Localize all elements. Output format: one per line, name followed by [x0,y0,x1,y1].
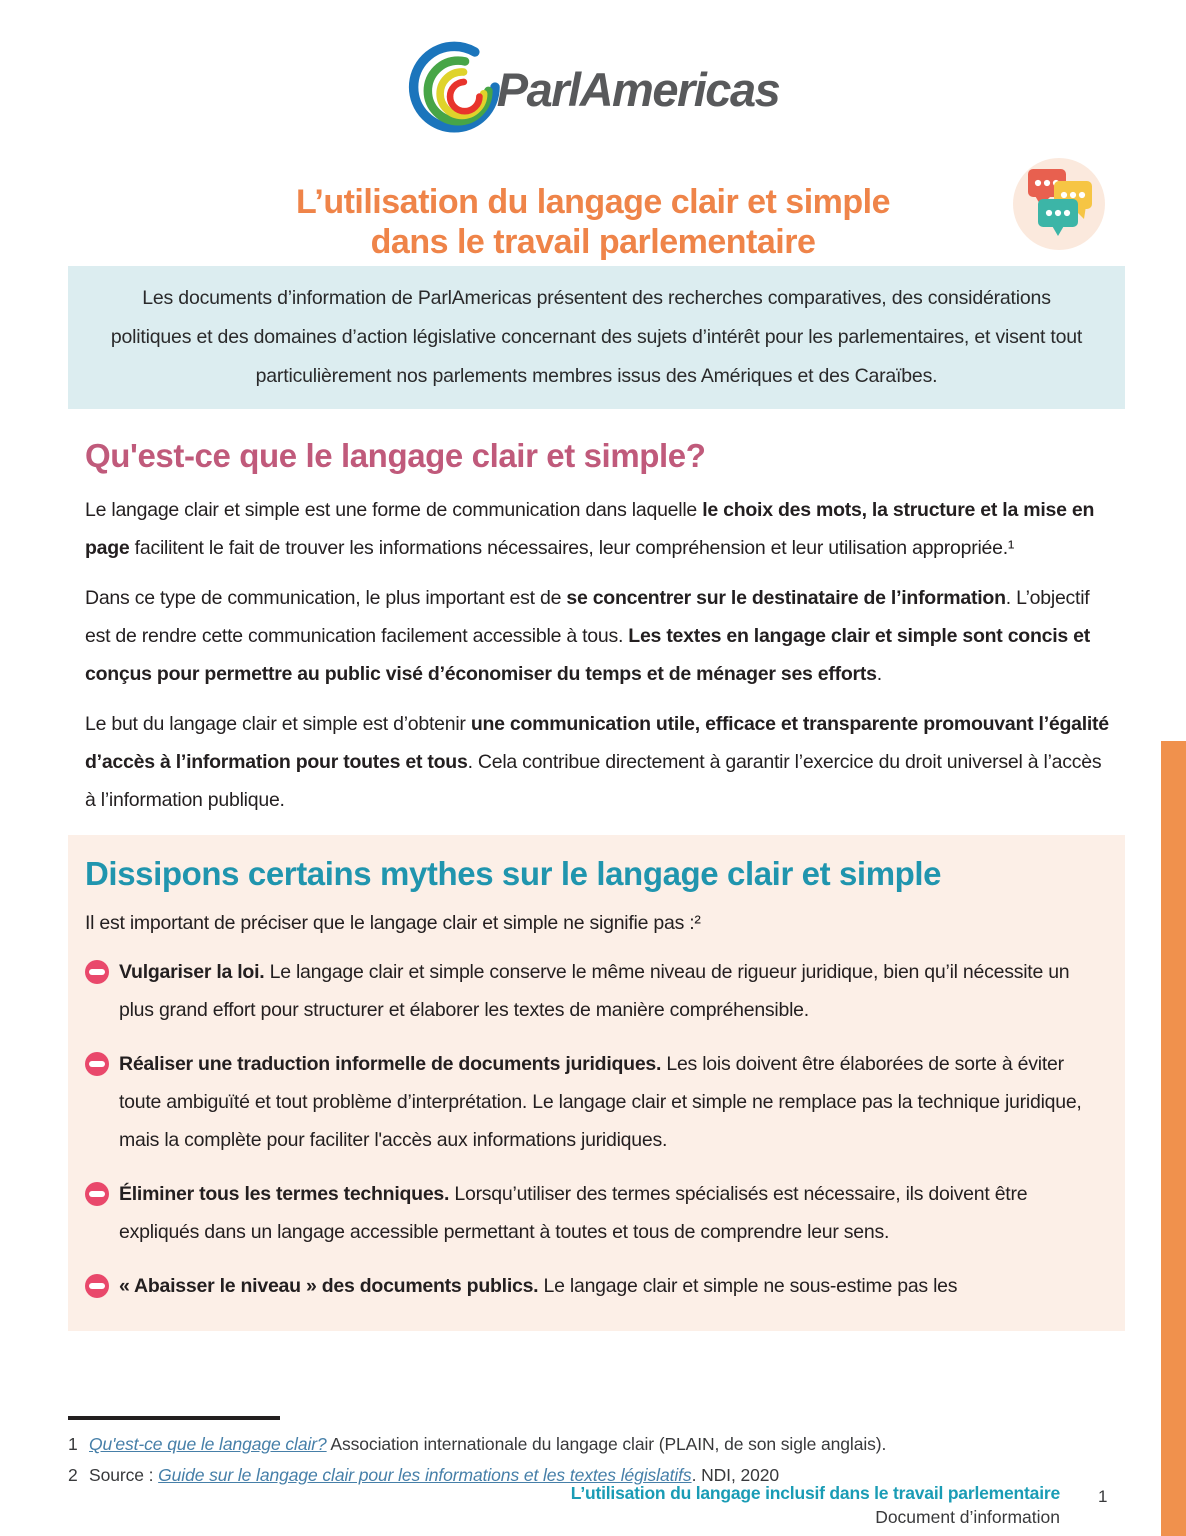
paragraph: Le langage clair et simple est une forme… [85,499,1095,559]
side-accent-bar [1161,741,1186,1536]
no-entry-icon [85,1274,109,1298]
myths-intro: Il est important de préciser que le lang… [85,912,701,934]
myth-item-text: Vulgariser la loi. Le langage clair et s… [119,961,1070,1021]
section-heading-myths: Dissipons certains mythes sur le langage… [85,855,942,892]
no-entry-icon [85,1052,109,1076]
no-entry-icon [85,1182,109,1206]
paragraph: Le but du langage clair et simple est d’… [85,713,1109,811]
footer-document-type: Document d’information [875,1507,1060,1527]
footnote-1: 1 Qu'est-ce que le langage clair? Associa… [68,1434,886,1455]
footer-document-title: L’utilisation du langage inclusif dans l… [570,1483,1060,1503]
section-heading-what: Qu'est-ce que le langage clair et simple… [85,437,706,474]
intro-box: Les documents d’information de ParlAmeri… [68,266,1125,409]
footnote-text: Qu'est-ce que le langage clair? Associat… [89,1434,887,1454]
myth-item: Réaliser une traduction informelle de do… [85,1045,1109,1159]
myth-item: Vulgariser la loi. Le langage clair et s… [85,953,1109,1029]
myth-item-text: « Abaisser le niveau » des documents pub… [119,1275,958,1297]
speech-bubbles-icon [1013,158,1105,250]
title-line-2: dans le travail parlementaire [370,223,816,261]
footnote-2: 2 Source : Guide sur le langage clair pou… [68,1465,779,1486]
paragraph: Dans ce type de communication, le plus i… [85,587,1090,685]
no-entry-icon [85,960,109,984]
intro-box-text: Les documents d’information de ParlAmeri… [110,287,1083,387]
page-number: 1 [1098,1487,1108,1506]
section-what-is-plain-language: Qu'est-ce que le langage clair et simple… [85,437,1110,819]
myth-item: « Abaisser le niveau » des documents pub… [85,1267,1109,1305]
myth-item-text: Éliminer tous les termes techniques. Lor… [119,1183,1028,1243]
footnote-separator [68,1416,280,1420]
footnote-number: 2 [68,1465,78,1485]
myth-item: Éliminer tous les termes techniques. Lor… [85,1175,1109,1251]
footnote-link[interactable]: Guide sur le langage clair pour les info… [158,1465,692,1485]
logo-wordmark: ParlAmericas [496,62,781,116]
footnote-text: Source : Guide sur le langage clair pour… [89,1465,779,1485]
title-line-1: L’utilisation du langage clair et simple [295,183,891,221]
logo-arcs-icon [408,41,500,133]
footer: L’utilisation du langage inclusif dans l… [571,1483,1060,1528]
parlamericas-logo: ParlAmericas [0,0,1186,140]
footnote-link[interactable]: Qu'est-ce que le langage clair? [89,1434,327,1454]
myths-box: Dissipons certains mythes sur le langage… [68,835,1125,1331]
page-title: L’utilisation du langage clair et simple… [0,182,1186,262]
myth-item-text: Réaliser une traduction informelle de do… [119,1053,1082,1151]
footnote-number: 1 [68,1434,78,1454]
